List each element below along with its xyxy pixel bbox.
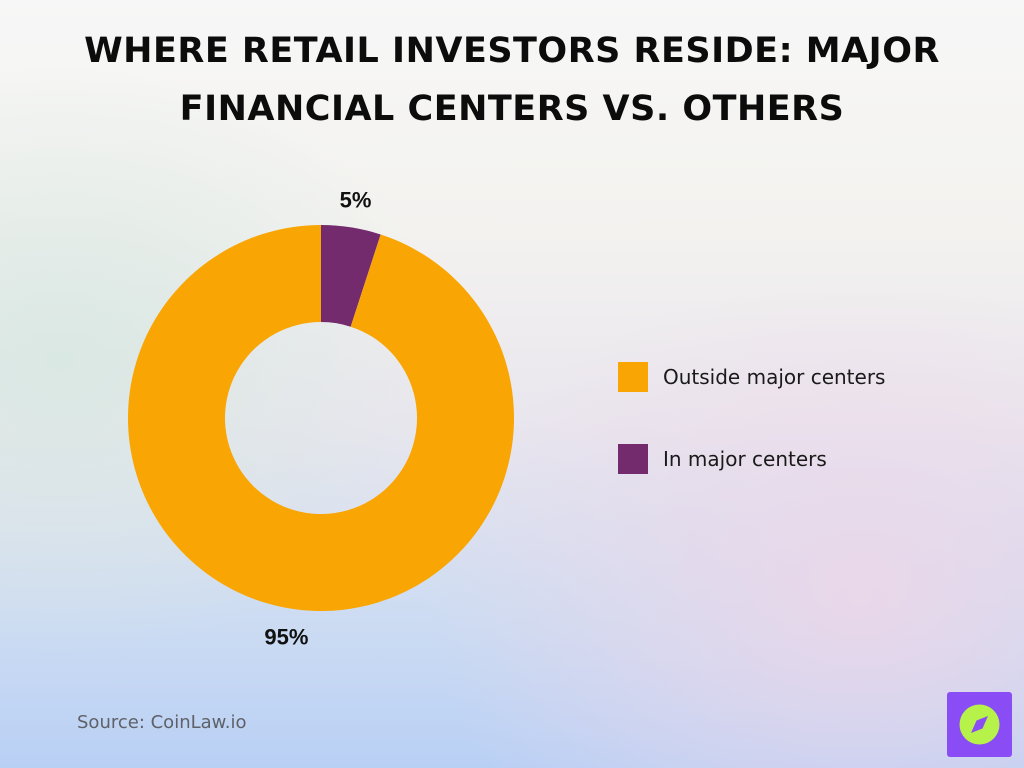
- legend-item-inside: In major centers: [618, 444, 885, 474]
- legend-swatch-outside: [618, 362, 648, 392]
- donut-slice-in-major-centers: [321, 225, 381, 327]
- chart-title: Where Retail Investors Reside: Major Fin…: [84, 31, 940, 129]
- data-label-in-major-centers: 5%: [340, 188, 372, 213]
- legend-label-outside: Outside major centers: [663, 365, 886, 389]
- legend-item-outside: Outside major centers: [618, 362, 885, 392]
- legend-label-inside: In major centers: [663, 447, 827, 471]
- brand-logo: [947, 692, 1012, 757]
- source-note: Source: CoinLaw.io: [77, 712, 247, 733]
- data-label-outside-major-centers: 95%: [264, 624, 308, 649]
- donut-slice-outside-major-centers: [127, 225, 515, 611]
- legend-swatch-inside: [618, 444, 648, 474]
- chart-legend: Outside major centers In major centers: [618, 362, 885, 526]
- compass-icon: [959, 704, 1000, 745]
